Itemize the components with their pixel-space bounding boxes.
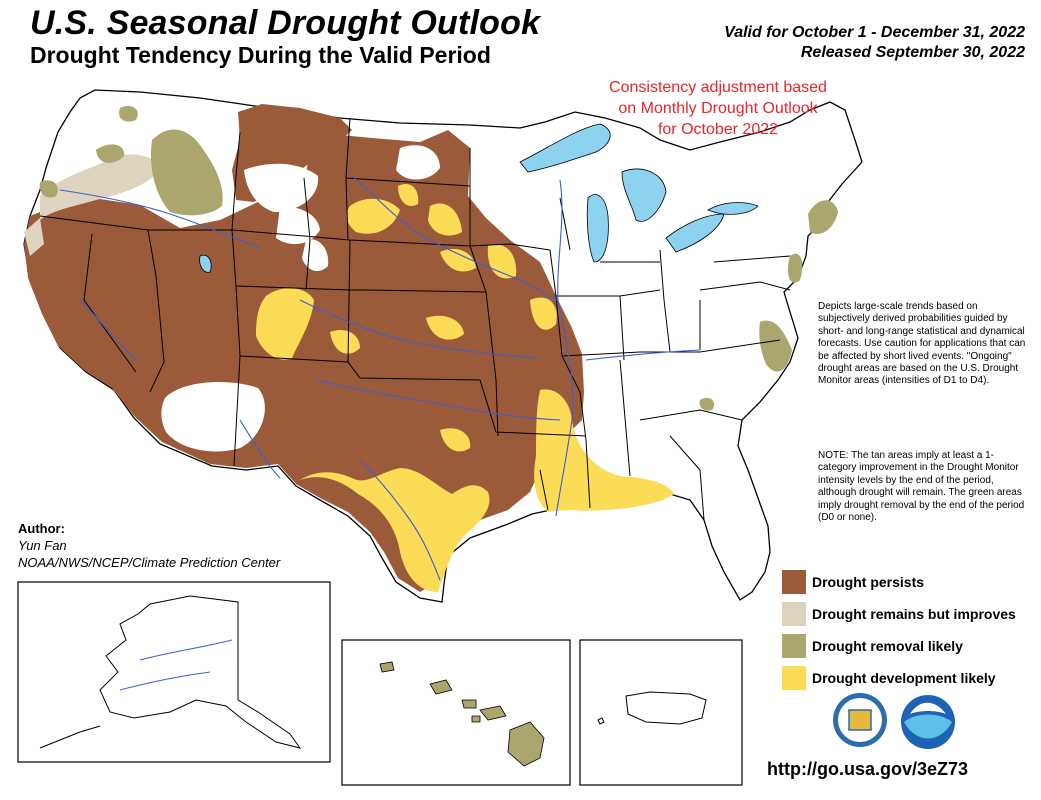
source-url-link[interactable]: http://go.usa.gov/3eZ73 <box>767 759 969 779</box>
valid-period-text: Valid for October 1 - December 31, 2022 <box>724 24 1025 41</box>
legend-swatch-drought-persists <box>782 570 806 594</box>
legend-label: Drought persists <box>812 574 925 590</box>
author-label: Author: <box>18 521 65 536</box>
no-drought-areas <box>161 145 440 452</box>
author-org: NOAA/NWS/NCEP/Climate Prediction Center <box>18 555 281 570</box>
legend-label: Drought development likely <box>812 670 996 686</box>
page-subtitle: Drought Tendency During the Valid Period <box>30 42 491 68</box>
map-note: NOTE: The tan areas imply at least a 1-c… <box>818 450 1025 524</box>
hawaii-inset <box>341 639 571 786</box>
released-text: Released September 30, 2022 <box>800 44 1025 61</box>
rivers <box>59 175 701 581</box>
lakes <box>199 123 759 273</box>
legend-label: Drought removal likely <box>812 638 963 654</box>
legend-item-drought-improves: Drought remains but improves <box>782 598 1016 630</box>
alaska-rivers <box>119 639 233 691</box>
legend: Drought persists Drought remains but imp… <box>782 566 1016 694</box>
dept-of-commerce-seal <box>833 693 887 747</box>
puerto-rico-map <box>597 691 707 725</box>
valid-dates: Valid for October 1 - December 31, 2022 … <box>724 23 1025 63</box>
consistency-note: Consistency adjustment based on Monthly … <box>609 79 827 138</box>
hawaii-map <box>379 661 545 767</box>
legend-item-drought-persists: Drought persists <box>782 566 1016 598</box>
legend-item-drought-removal: Drought removal likely <box>782 630 1016 662</box>
legend-swatch-drought-improves <box>782 602 806 626</box>
legend-item-drought-development: Drought development likely <box>782 662 1016 694</box>
map-description: Depicts large-scale trends based on subj… <box>818 301 1026 387</box>
author-name: Yun Fan <box>18 538 67 553</box>
state-boundaries <box>39 117 791 521</box>
page-title: U.S. Seasonal Drought Outlook <box>30 4 541 42</box>
drought-improves-areas <box>24 154 160 256</box>
drought-development-areas <box>256 184 674 592</box>
legend-label: Drought remains but improves <box>812 606 1016 622</box>
noaa-logo <box>901 695 955 749</box>
drought-removal-areas <box>39 105 838 411</box>
author-block: Author: Yun Fan NOAA/NWS/NCEP/Climate Pr… <box>18 520 280 571</box>
alaska-map <box>39 595 302 749</box>
legend-swatch-drought-removal <box>782 634 806 658</box>
legend-swatch-drought-development <box>782 666 806 690</box>
